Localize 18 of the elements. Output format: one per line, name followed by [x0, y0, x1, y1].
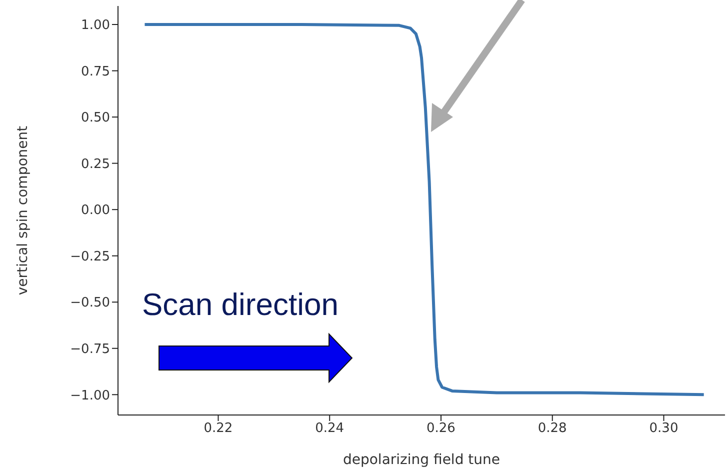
y-tick-label: −0.50	[70, 296, 110, 311]
y-tick-label: 0.50	[81, 110, 110, 126]
y-tick-label: −0.25	[70, 249, 110, 264]
x-tick-label: 0.28	[538, 421, 567, 436]
x-axis-title: depolarizing field tune	[342, 452, 500, 468]
x-tick-label: 0.30	[649, 421, 678, 436]
y-tick-label: −0.75	[70, 342, 110, 357]
y-tick-label: 0.75	[81, 64, 110, 80]
annotation: Scan direction	[142, 287, 338, 323]
line-series	[143, 23, 706, 396]
y-tick-label: 0.00	[81, 203, 110, 218]
y-tick-label: −1.00	[70, 388, 110, 404]
x-tick-label: 0.22	[204, 421, 233, 436]
y-axis-title: vertical spin component	[14, 125, 31, 296]
x-tick-label: 0.26	[426, 421, 456, 436]
y-tick-label: 1.00	[81, 18, 110, 34]
y-tick-label: 0.25	[81, 156, 110, 172]
x-tick-label: 0.24	[315, 421, 344, 436]
